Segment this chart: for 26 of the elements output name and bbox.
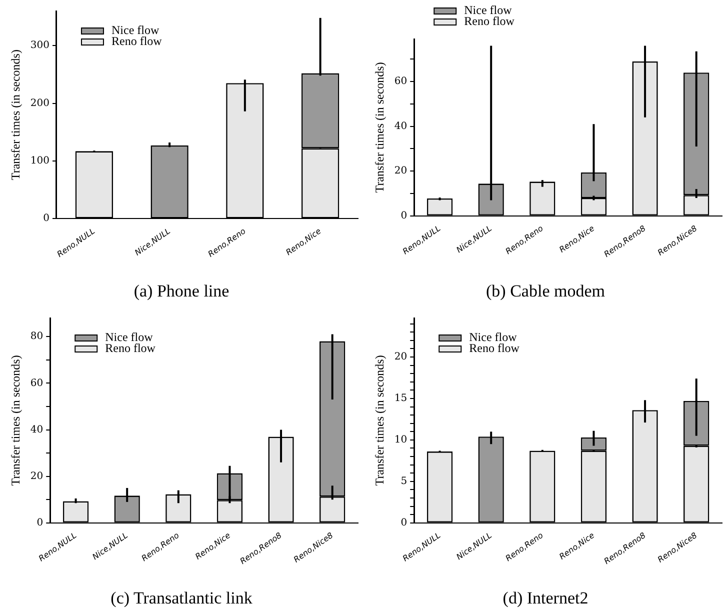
y-tick-label: 40	[30, 424, 44, 436]
y-tick-label: 100	[30, 156, 50, 167]
y-tick-label: 0	[43, 213, 50, 224]
y-tick-label: 20	[30, 470, 44, 482]
y-tick-label: 60	[394, 76, 408, 88]
y-tick-label: 0	[400, 210, 408, 222]
y-tick-label: 300	[30, 40, 50, 52]
y-tick-label: 5	[400, 476, 408, 488]
y-tick-label: 40	[394, 120, 408, 132]
y-axis-title: Transfer times (in seconds)	[372, 355, 386, 486]
y-tick-label: 80	[30, 331, 44, 342]
y-tick-label: 200	[30, 98, 50, 109]
y-tick-label: 20	[394, 166, 408, 177]
text: (d) Internet2	[502, 588, 588, 608]
y-axis-title: Transfer times (in seconds)	[8, 355, 22, 486]
y-axis-title: Transfer times (in seconds)	[372, 62, 386, 193]
text: (a) Phone line	[134, 281, 230, 300]
y-tick-label: 20	[394, 352, 408, 363]
y-tick-label: 60	[30, 378, 44, 389]
y-tick-label: 10	[394, 434, 408, 446]
y-axis-title: Transfer times (in seconds)	[8, 50, 22, 180]
text: (c) Transatlantic link	[110, 588, 253, 608]
y-tick-label: 0	[36, 518, 44, 528]
y-tick-label: 15	[394, 393, 408, 404]
text: (b) Cable modem	[486, 281, 605, 300]
y-tick-label: 0	[400, 518, 408, 528]
